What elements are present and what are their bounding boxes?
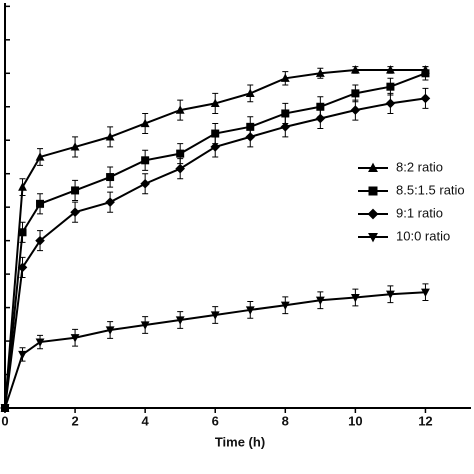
x-tick-label: 2 bbox=[71, 413, 78, 428]
marker bbox=[140, 118, 150, 128]
marker bbox=[315, 113, 326, 124]
marker bbox=[316, 102, 325, 111]
marker bbox=[106, 173, 115, 182]
series-line bbox=[4, 97, 426, 409]
marker bbox=[280, 122, 291, 132]
x-tick-label: 0 bbox=[1, 413, 8, 428]
marker bbox=[245, 132, 256, 142]
marker bbox=[210, 142, 221, 152]
marker bbox=[105, 132, 115, 141]
marker bbox=[386, 290, 395, 299]
marker bbox=[71, 186, 80, 195]
marker bbox=[105, 326, 115, 335]
series-line bbox=[4, 291, 426, 409]
marker bbox=[210, 98, 220, 108]
marker bbox=[420, 93, 431, 104]
marker bbox=[386, 65, 395, 74]
marker bbox=[35, 235, 45, 246]
marker bbox=[211, 129, 220, 138]
marker bbox=[175, 163, 185, 174]
marker bbox=[245, 88, 255, 97]
marker bbox=[140, 178, 150, 189]
marker bbox=[280, 301, 290, 311]
marker bbox=[245, 306, 255, 315]
marker bbox=[17, 262, 28, 273]
marker bbox=[421, 288, 430, 297]
marker bbox=[70, 334, 80, 343]
marker bbox=[18, 182, 27, 191]
marker bbox=[368, 186, 378, 196]
marker bbox=[368, 162, 378, 173]
marker bbox=[315, 68, 325, 77]
x-tick-label: 4 bbox=[142, 413, 150, 428]
marker bbox=[367, 208, 379, 220]
marker bbox=[385, 98, 396, 109]
series-line bbox=[4, 72, 426, 409]
marker bbox=[36, 199, 45, 208]
x-tick-label: 8 bbox=[282, 413, 289, 428]
marker bbox=[386, 82, 395, 91]
marker bbox=[35, 338, 45, 347]
x-axis-label: Time (h) bbox=[215, 434, 265, 449]
marker bbox=[70, 142, 80, 151]
legend-label: 8.5:1.5 ratio bbox=[396, 182, 465, 197]
marker bbox=[368, 232, 378, 243]
x-tick-label: 12 bbox=[418, 413, 432, 428]
marker bbox=[315, 296, 325, 306]
marker bbox=[18, 228, 27, 237]
series-line bbox=[4, 68, 426, 409]
marker bbox=[350, 293, 360, 303]
marker bbox=[281, 109, 290, 118]
marker bbox=[175, 105, 185, 114]
marker bbox=[141, 156, 150, 165]
marker bbox=[175, 316, 185, 325]
marker bbox=[350, 105, 361, 115]
marker bbox=[280, 73, 290, 82]
x-tick-label: 10 bbox=[348, 413, 362, 428]
marker bbox=[35, 152, 45, 161]
legend-label: 9:1 ratio bbox=[396, 205, 443, 220]
marker bbox=[70, 207, 80, 217]
legend-label: 10:0 ratio bbox=[396, 228, 450, 243]
marker bbox=[105, 197, 115, 207]
marker bbox=[0, 404, 10, 413]
legend-label: 8:2 ratio bbox=[396, 159, 443, 174]
marker bbox=[421, 69, 430, 78]
marker bbox=[176, 149, 185, 158]
marker bbox=[350, 65, 360, 74]
marker bbox=[140, 321, 150, 330]
marker bbox=[351, 89, 360, 98]
marker bbox=[210, 311, 220, 320]
x-tick-label: 6 bbox=[212, 413, 219, 428]
marker bbox=[18, 350, 27, 360]
